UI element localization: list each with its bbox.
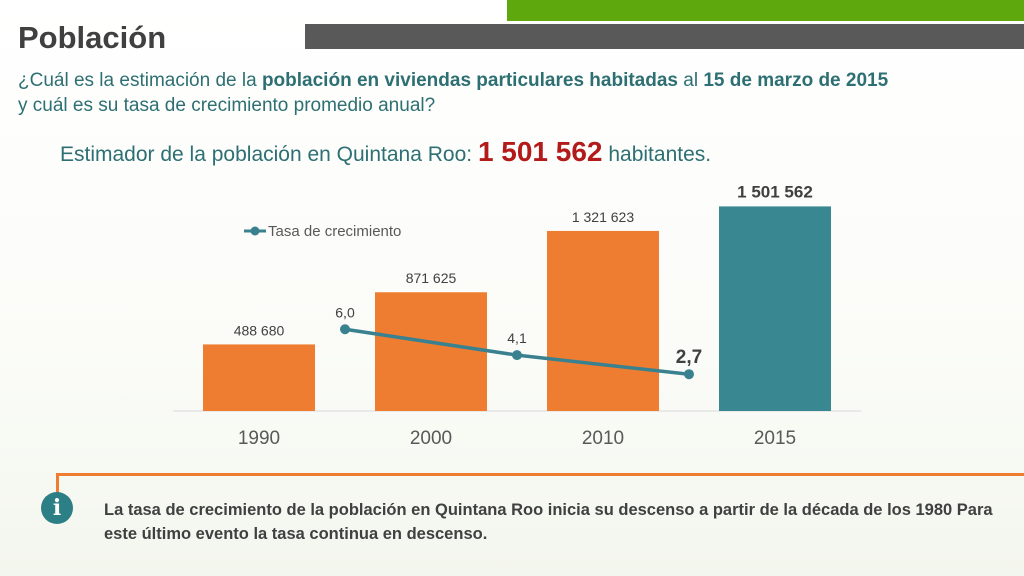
question-text: ¿Cuál es la estimación de la población e… [18,68,1008,118]
bar-1990 [203,344,315,411]
question-bold-1: población en viviendas particulares habi… [261,70,678,91]
bar-value-label-2010: 1 321 623 [572,209,634,225]
population-chart: 488 680 1990 871 625 2000 1 321 623 2010 1 501… [173,182,861,449]
info-divider-vertical [56,473,59,493]
estimate-suffix: habitantes. [602,143,712,166]
growth-rate-label-2000: 6,0 [335,304,355,320]
header-gray-bar [305,24,1024,49]
bar-2000 [375,292,487,411]
estimate-prefix: Estimador de la población en Quintana Ro… [60,143,478,166]
growth-rate-point-2000 [340,324,350,335]
growth-rate-label-2015: 2,7 [676,347,702,368]
question-part-1: ¿Cuál es la estimación de la [18,70,262,91]
page-title: Población [18,20,167,55]
bar-value-label-2000: 871 625 [406,270,457,286]
question-bold-2: 15 de marzo de 2015 [703,70,889,91]
question-part-3: y cuál es su tasa de crecimiento promedi… [18,95,436,116]
question-part-2: al [677,70,704,91]
bar-value-label-2015: 1 501 562 [737,182,813,201]
info-text: La tasa de crecimiento de la población e… [104,501,993,543]
legend-label: Tasa de crecimiento [268,223,401,240]
bar-2010 [547,230,659,411]
growth-rate-point-2010 [512,350,522,361]
header-green-bar [507,0,1024,21]
growth-rate-label-2010: 4,1 [507,330,527,346]
x-tick-label-2000: 2000 [410,428,452,449]
info-icon: i [41,492,73,524]
x-tick-label-2010: 2010 [582,428,624,449]
growth-rate-point-2015 [684,369,694,380]
bar-value-label-1990: 488 680 [234,322,285,338]
estimate-line: Estimador de la población en Quintana Ro… [60,136,711,168]
legend-point-marker [250,226,260,236]
estimate-value: 1 501 562 [477,136,603,167]
x-tick-label-2015: 2015 [754,428,796,449]
bar-2015 [719,206,831,411]
info-divider-horizontal [56,473,1024,476]
x-tick-label-1990: 1990 [238,428,280,449]
